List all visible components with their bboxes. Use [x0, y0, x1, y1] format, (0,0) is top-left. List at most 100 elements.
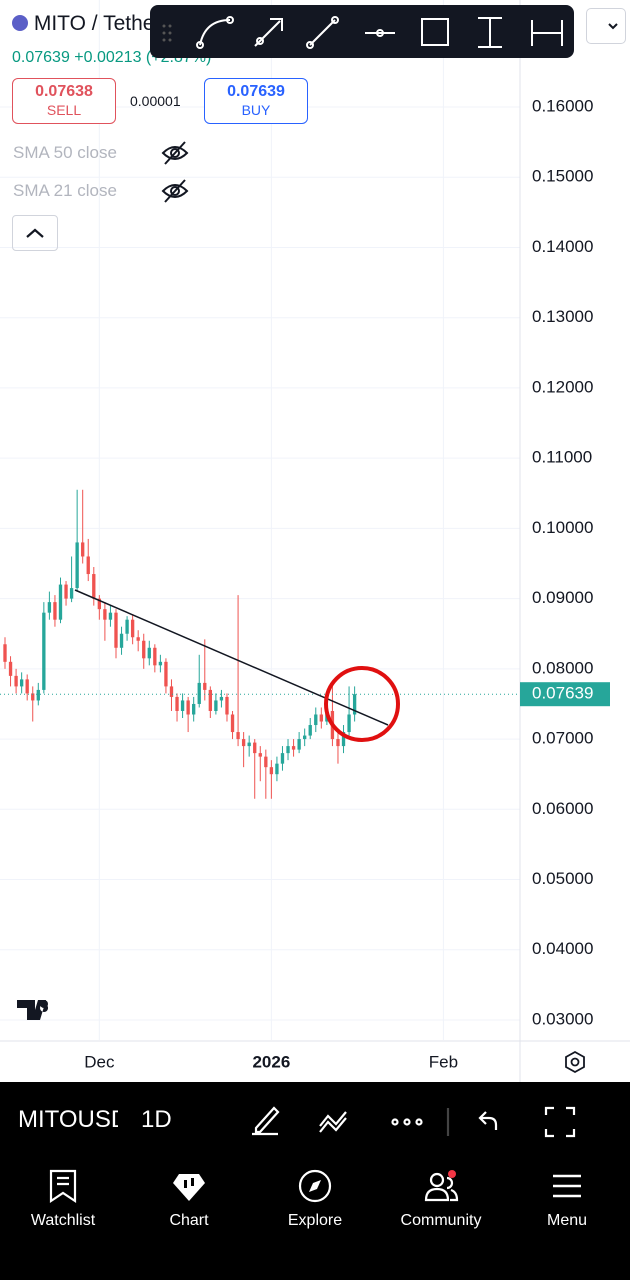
symbol-title[interactable]: MITO / Tether — [12, 12, 161, 36]
y-tick-label: 0.10000 — [532, 518, 593, 537]
candle-body — [3, 644, 7, 662]
last-price-tag — [520, 682, 610, 707]
grid — [0, 0, 520, 1040]
y-tick-label: 0.06000 — [532, 799, 593, 818]
candle-body — [153, 647, 157, 666]
spread: 0.00001 — [130, 93, 181, 109]
candle-body — [269, 767, 274, 775]
candle-body — [108, 612, 113, 620]
nav-label: Explore — [287, 1212, 343, 1229]
y-tick-label: 0.13000 — [532, 307, 593, 326]
candle-body — [92, 574, 96, 599]
candle-body — [169, 686, 174, 697]
last-price-label: 0.07639 — [532, 684, 593, 703]
indicator-label[interactable]: SMA 21 close — [13, 181, 117, 200]
symbol-icon — [12, 15, 28, 31]
nav-chart[interactable]: Chart — [126, 1168, 252, 1230]
line-tool[interactable] — [306, 16, 339, 49]
candle-body — [241, 739, 246, 747]
rect-tool[interactable] — [421, 18, 449, 46]
candle-body — [280, 753, 285, 764]
dropdown-chevron — [608, 23, 618, 30]
nav-community[interactable]: Community — [378, 1168, 504, 1230]
candle-body — [119, 633, 124, 648]
buy-button[interactable]: 0.07639 BUY — [204, 78, 308, 124]
candle-body — [8, 661, 13, 676]
candle-body — [36, 689, 40, 701]
sell-label: SELL — [46, 102, 82, 118]
candle-body — [275, 763, 279, 775]
undo-icon[interactable] — [478, 1111, 498, 1130]
toolbar-icons — [252, 1106, 576, 1138]
more-icon[interactable] — [391, 1118, 423, 1126]
y-tick-label: 0.04000 — [532, 939, 593, 958]
drawing-tools — [162, 16, 563, 49]
candle-body — [103, 609, 107, 620]
candle-body — [180, 700, 185, 711]
nav-explore[interactable]: Explore — [252, 1168, 378, 1230]
indicators-icon[interactable] — [319, 1111, 347, 1133]
candle-body — [86, 556, 90, 575]
candle-body — [114, 612, 118, 648]
candle-body — [47, 602, 52, 613]
arrow-tool[interactable] — [254, 18, 283, 47]
candle-body — [352, 694, 357, 715]
nav-icon — [49, 1169, 77, 1204]
buy-label: BUY — [241, 102, 271, 118]
candle-body — [14, 675, 18, 687]
tv-logo — [17, 1000, 49, 1020]
y-tick-label: 0.03000 — [532, 1009, 593, 1028]
candle-body — [341, 732, 346, 747]
sell-button[interactable]: 0.07638 SELL — [12, 78, 116, 124]
collapse-button[interactable] — [12, 215, 58, 251]
candle-body — [142, 640, 146, 659]
sell-price: 0.07638 — [35, 83, 93, 100]
candle-body — [31, 693, 35, 701]
nav-label: Chart — [169, 1212, 209, 1229]
x-tick-label: 2026 — [252, 1052, 290, 1071]
chart-bg — [0, 0, 630, 1082]
toolbar-symbol[interactable]: MITOUSDT — [18, 1106, 118, 1133]
candle-body — [225, 696, 229, 715]
drag-handle[interactable] — [162, 24, 172, 42]
candle-body — [286, 746, 290, 754]
toolbar-interval[interactable]: 1D — [141, 1106, 172, 1133]
candle-body — [303, 735, 307, 740]
candle-body — [219, 696, 224, 701]
candle-body — [186, 700, 190, 715]
highlight-circle — [324, 666, 400, 742]
chart-toolbar: MITOUSDT 1D — [0, 1082, 630, 1158]
plot — [0, 489, 520, 799]
candle-body — [81, 542, 85, 557]
candle-body — [158, 661, 163, 666]
candle-body — [203, 682, 207, 690]
fullscreen-icon[interactable] — [544, 1106, 576, 1138]
dropdown[interactable] — [586, 8, 626, 44]
hline-tool[interactable] — [365, 29, 395, 37]
visibility-icons[interactable] — [160, 139, 190, 209]
nav-label: Menu — [546, 1212, 588, 1229]
indicator-label[interactable]: SMA 50 close — [13, 143, 117, 162]
candle-body — [214, 700, 218, 711]
candle-body — [97, 598, 102, 610]
nav-icon — [553, 1174, 581, 1198]
trend-line[interactable] — [74, 589, 389, 726]
candle-body — [69, 588, 74, 599]
nav-watchlist[interactable]: Watchlist — [0, 1168, 126, 1230]
price-range-tool[interactable] — [478, 17, 502, 48]
candle-body — [58, 584, 63, 620]
y-tick-label: 0.15000 — [532, 167, 593, 186]
x-tick-label: Dec — [84, 1052, 115, 1071]
candle-body — [197, 682, 201, 704]
nav-icon — [298, 1169, 332, 1203]
brush-icon[interactable] — [252, 1106, 280, 1136]
curve-tool[interactable] — [196, 16, 234, 49]
settings-icon[interactable] — [565, 1050, 585, 1074]
candle-body — [236, 732, 240, 740]
nav-menu[interactable]: Menu — [504, 1168, 630, 1230]
candle-body — [130, 619, 135, 638]
y-tick-label: 0.16000 — [532, 97, 593, 116]
date-range-tool[interactable] — [531, 20, 563, 46]
